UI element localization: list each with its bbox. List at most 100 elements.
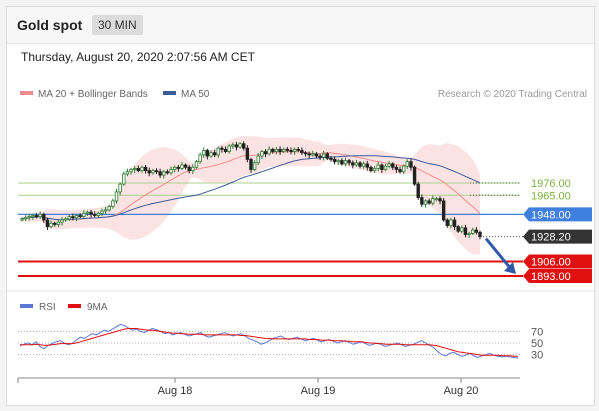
candle-body [205, 150, 210, 157]
rsi-tick-label: 70 [531, 326, 543, 338]
candle-body [358, 162, 362, 167]
candle-body [172, 166, 177, 170]
candle-body [249, 159, 253, 170]
last-price-label: 1928.20 [531, 232, 571, 244]
candle-body [220, 147, 224, 150]
candle-body [427, 200, 431, 204]
price-legend: MA 20 + Bollinger Bands MA 50 Research © 2… [20, 89, 587, 100]
candle-body [376, 164, 380, 169]
candle-body [449, 219, 453, 226]
candle-body [321, 153, 326, 158]
candle-body [212, 152, 217, 156]
candle-body [409, 161, 413, 168]
candle-body [318, 155, 322, 158]
candle-body [423, 200, 428, 205]
candle-body [274, 148, 279, 152]
candle-body [412, 166, 417, 185]
candle-body [45, 219, 50, 228]
candle-body [343, 160, 348, 165]
candle-body [125, 171, 130, 175]
candle-body [180, 164, 184, 169]
candle-body [416, 183, 420, 198]
oscillator-legend-swatch [20, 304, 33, 308]
candle-body [34, 215, 39, 218]
candle-body [85, 211, 90, 214]
chart-datetime: Thursday, August 20, 2020 2:07:56 AM CET [21, 50, 255, 64]
x-tick-label: Aug 19 [301, 385, 336, 397]
candle-body [67, 216, 71, 220]
candle-body [136, 167, 141, 172]
candle-body [183, 164, 188, 168]
candle-body [252, 162, 257, 170]
candle-body [154, 170, 159, 173]
candle-body [296, 148, 300, 151]
candle-body [289, 150, 293, 152]
candle-body [169, 169, 173, 174]
candle-body [340, 160, 344, 165]
candle-body [78, 215, 82, 218]
instrument-title: Gold spot [17, 17, 83, 33]
bollinger-bands [22, 136, 480, 255]
candle-body [122, 173, 126, 185]
candle-body [365, 163, 370, 168]
candle-body [238, 143, 242, 148]
legend-label: MA 20 + Bollinger Bands [38, 89, 148, 100]
candle-body [401, 165, 406, 173]
candle-body [452, 219, 457, 228]
candle-body [300, 150, 304, 154]
candle-body [114, 191, 119, 202]
candle-body [380, 164, 384, 170]
candle-body [231, 144, 235, 147]
oscillator-legend-label: 9MA [87, 302, 108, 313]
resistance-label: 1965.00 [531, 190, 571, 202]
candle-body [100, 210, 104, 214]
support-tag [523, 254, 592, 269]
x-axis: Aug 18 Aug 19 Aug 20 [17, 377, 520, 397]
candle-body [354, 162, 359, 166]
forecast-arrowhead [504, 262, 516, 274]
x-tick-label: Aug 20 [444, 385, 479, 397]
candle-body [372, 167, 377, 172]
last-price-tag [523, 229, 592, 244]
candle-body [227, 145, 231, 152]
candle-body [92, 213, 97, 216]
timeframe-badge[interactable]: 30 MIN [92, 15, 143, 35]
candle-body [60, 219, 64, 223]
candle-body [434, 198, 439, 201]
candle-body [285, 148, 290, 151]
candle-body [71, 216, 75, 219]
candlesticks [20, 141, 516, 274]
candle-body [329, 157, 333, 160]
candle-body [383, 165, 388, 170]
candle-body [140, 166, 144, 172]
support-label: 1893.00 [531, 271, 571, 283]
rsi-tick-label: 30 [531, 350, 543, 362]
legend-swatch [20, 91, 33, 95]
candle-body [398, 169, 402, 173]
candle-body [361, 163, 366, 167]
candle-body [111, 200, 115, 207]
candle-body [151, 170, 155, 174]
chart-credit: Research © 2020 Trading Central [438, 89, 587, 100]
candle-body [460, 227, 464, 232]
rsi-line [19, 323, 519, 359]
candle-body [456, 226, 460, 232]
pivot-label: 1948.00 [531, 209, 571, 221]
bollinger-band-area [22, 136, 480, 255]
candle-body [158, 171, 162, 176]
candle-body [23, 217, 28, 220]
candle-body [311, 153, 315, 156]
candle-body [336, 160, 340, 163]
support-label: 1906.00 [531, 256, 571, 268]
candle-body [405, 161, 410, 167]
candle-body [260, 151, 264, 157]
candle-body [27, 216, 31, 219]
candle-body [89, 211, 93, 215]
candle-body [387, 163, 391, 167]
candle-body [347, 160, 351, 164]
candle-body [96, 212, 101, 216]
candle-body [234, 144, 239, 148]
legend-label: MA 50 [181, 89, 210, 100]
candle-body [303, 152, 308, 155]
